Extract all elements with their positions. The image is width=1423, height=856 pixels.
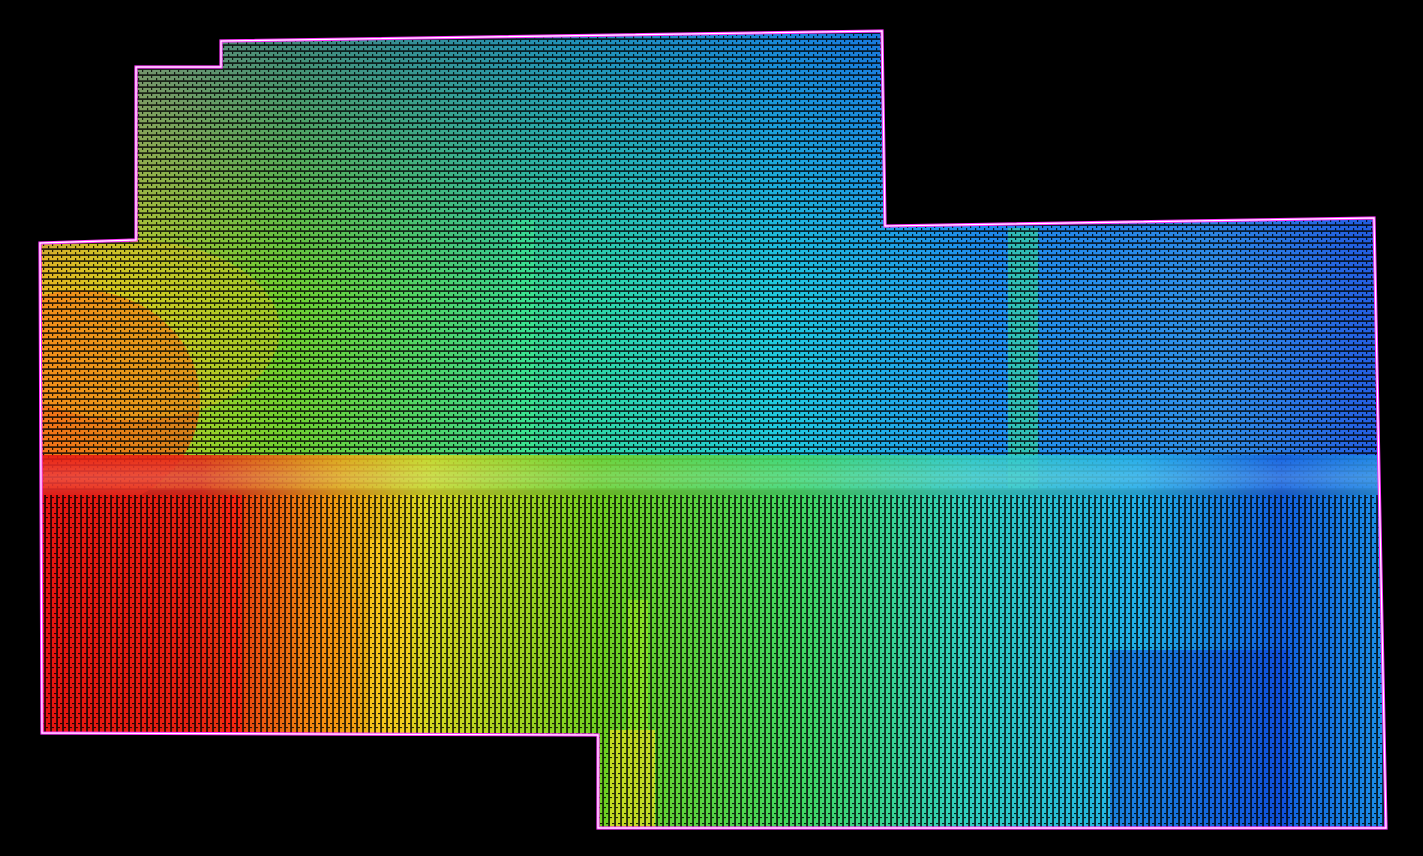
swath-seam (40, 455, 1386, 500)
survey-boundary-core (39, 30, 1387, 829)
